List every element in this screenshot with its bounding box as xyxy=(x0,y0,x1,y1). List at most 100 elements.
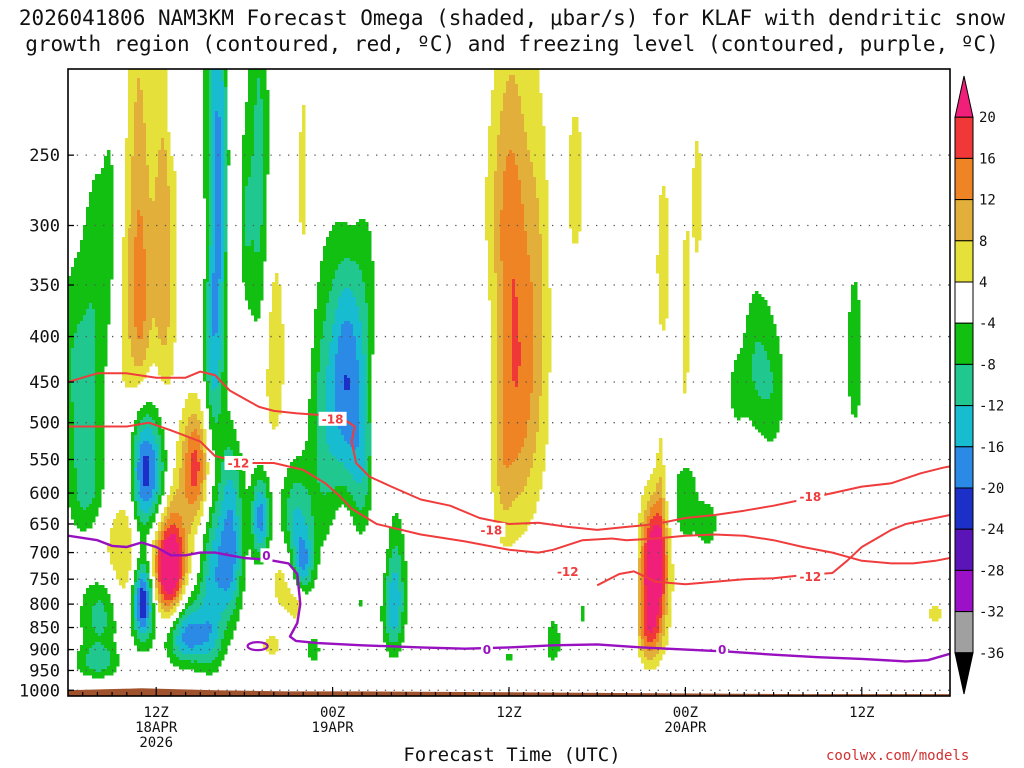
omega-cell xyxy=(170,267,174,271)
omega-cell xyxy=(170,243,174,247)
omega-cell xyxy=(80,288,84,292)
omega-cell xyxy=(95,192,99,196)
omega-cell xyxy=(131,171,135,175)
omega-cell xyxy=(170,168,174,172)
omega-cell xyxy=(176,507,180,511)
omega-cell xyxy=(107,159,111,163)
omega-cell xyxy=(167,525,171,529)
omega-cell xyxy=(68,465,72,469)
omega-cell xyxy=(98,474,102,478)
omega-cell xyxy=(101,651,105,655)
omega-cell xyxy=(143,441,147,445)
omega-cell xyxy=(161,108,165,112)
omega-cell xyxy=(149,99,153,103)
omega-cell xyxy=(95,312,99,316)
omega-cell xyxy=(155,342,159,346)
omega-cell xyxy=(140,498,144,502)
omega-cell xyxy=(185,603,189,607)
omega-cell xyxy=(101,177,105,181)
omega-cell xyxy=(104,273,108,277)
omega-cell xyxy=(167,522,171,526)
omega-cell xyxy=(89,405,93,409)
omega-cell xyxy=(125,183,129,187)
omega-cell xyxy=(137,645,141,649)
omega-cell xyxy=(170,270,174,274)
omega-cell xyxy=(131,477,135,481)
omega-cell xyxy=(98,177,102,181)
omega-cell xyxy=(167,195,171,199)
omega-cell xyxy=(86,333,90,337)
omega-cell xyxy=(98,327,102,331)
omega-cell xyxy=(86,480,90,484)
omega-cell xyxy=(161,465,165,469)
omega-cell xyxy=(128,297,132,301)
omega-cell xyxy=(137,207,141,211)
omega-cell xyxy=(98,615,102,619)
omega-cell xyxy=(86,252,90,256)
omega-cell xyxy=(134,231,138,235)
omega-cell xyxy=(134,273,138,277)
omega-cell xyxy=(173,183,177,187)
omega-cell xyxy=(83,339,87,343)
omega-cell xyxy=(80,441,84,445)
omega-cell xyxy=(71,333,75,337)
omega-cell xyxy=(104,246,108,250)
omega-cell xyxy=(95,348,99,352)
omega-cell xyxy=(128,369,132,373)
omega-cell xyxy=(191,615,195,619)
omega-cell xyxy=(110,189,114,193)
omega-cell xyxy=(161,441,165,445)
omega-cell xyxy=(101,336,105,340)
omega-cell xyxy=(167,258,171,262)
omega-cell xyxy=(170,555,174,559)
omega-cell xyxy=(86,297,90,301)
omega-cell xyxy=(125,198,129,202)
omega-cell xyxy=(95,426,99,430)
omega-cell xyxy=(161,576,165,580)
omega-cell xyxy=(161,264,165,268)
omega-cell xyxy=(155,102,159,106)
omega-cell xyxy=(134,621,138,625)
omega-cell xyxy=(134,162,138,166)
omega-cell xyxy=(170,594,174,598)
omega-cell xyxy=(125,318,129,322)
omega-cell xyxy=(92,588,96,592)
omega-cell xyxy=(68,285,72,289)
omega-cell xyxy=(140,534,144,538)
omega-cell xyxy=(98,438,102,442)
omega-cell xyxy=(152,447,156,451)
omega-cell xyxy=(191,504,195,508)
omega-cell xyxy=(167,528,171,532)
omega-cell xyxy=(74,318,78,322)
omega-cell xyxy=(161,333,165,337)
omega-cell xyxy=(95,243,99,247)
omega-cell xyxy=(131,345,135,349)
omega-cell xyxy=(140,261,144,265)
omega-cell xyxy=(167,228,171,232)
omega-cell xyxy=(89,342,93,346)
omega-cell xyxy=(149,480,153,484)
omega-cell xyxy=(161,588,165,592)
omega-cell xyxy=(164,264,168,268)
omega-cell xyxy=(134,150,138,154)
omega-cell xyxy=(131,237,135,241)
omega-cell xyxy=(107,228,111,232)
omega-cell xyxy=(134,489,138,493)
omega-cell xyxy=(86,492,90,496)
omega-cell xyxy=(143,300,147,304)
omega-cell xyxy=(80,342,84,346)
omega-cell xyxy=(191,603,195,607)
omega-cell xyxy=(173,660,177,664)
omega-cell xyxy=(119,549,123,553)
omega-cell xyxy=(161,105,165,109)
omega-cell xyxy=(179,627,183,631)
omega-cell xyxy=(113,660,117,664)
omega-cell xyxy=(134,144,138,148)
omega-cell xyxy=(95,456,99,460)
omega-cell xyxy=(104,648,108,652)
omega-cell xyxy=(89,258,93,262)
omega-cell xyxy=(95,639,99,643)
omega-cell xyxy=(83,420,87,424)
omega-cell xyxy=(83,414,87,418)
omega-cell xyxy=(182,615,186,619)
